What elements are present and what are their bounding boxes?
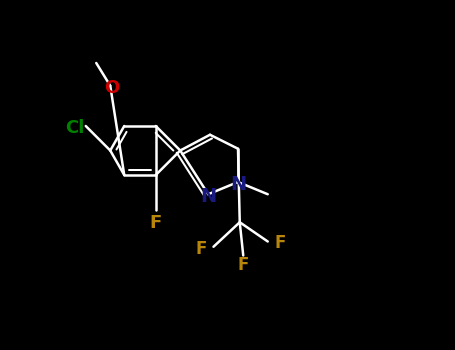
Text: F: F — [196, 240, 207, 258]
Text: N: N — [230, 175, 246, 194]
Text: N: N — [200, 187, 217, 206]
Text: F: F — [238, 256, 249, 274]
Text: F: F — [150, 214, 162, 231]
Text: F: F — [275, 234, 286, 252]
Text: O: O — [104, 79, 119, 97]
Text: Cl: Cl — [65, 119, 84, 137]
